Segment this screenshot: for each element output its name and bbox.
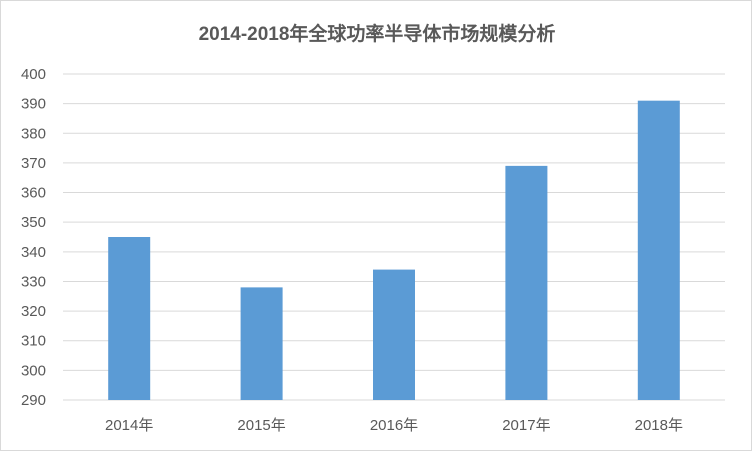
y-tick-label: 310 [21,333,46,350]
y-tick-label: 390 [21,96,46,113]
bar-2016年 [373,269,415,400]
x-tick-label: 2018年 [635,417,683,434]
y-tick-label: 320 [21,303,46,320]
y-tick-label: 300 [21,362,46,379]
bar-2017年 [505,165,548,400]
y-tick-label: 290 [21,392,46,409]
x-tick-label: 2017年 [502,417,550,434]
y-tick-label: 350 [21,214,46,231]
y-tick-label: 380 [21,125,46,142]
x-tick-label: 2015年 [237,417,285,434]
y-tick-label: 360 [21,185,46,202]
y-tick-label: 340 [21,244,46,261]
y-tick-label: 330 [21,273,46,290]
bar-2014年 [108,237,151,400]
y-tick-label: 370 [21,155,46,172]
bar-2018年 [637,100,680,400]
bar-2015年 [240,287,283,400]
y-tick-label: 400 [21,66,46,83]
chart-title: 2014-2018年全球功率半导体市场规模分析 [198,24,556,45]
x-tick-label: 2014年 [105,417,153,434]
x-tick-label: 2016年 [370,417,418,434]
